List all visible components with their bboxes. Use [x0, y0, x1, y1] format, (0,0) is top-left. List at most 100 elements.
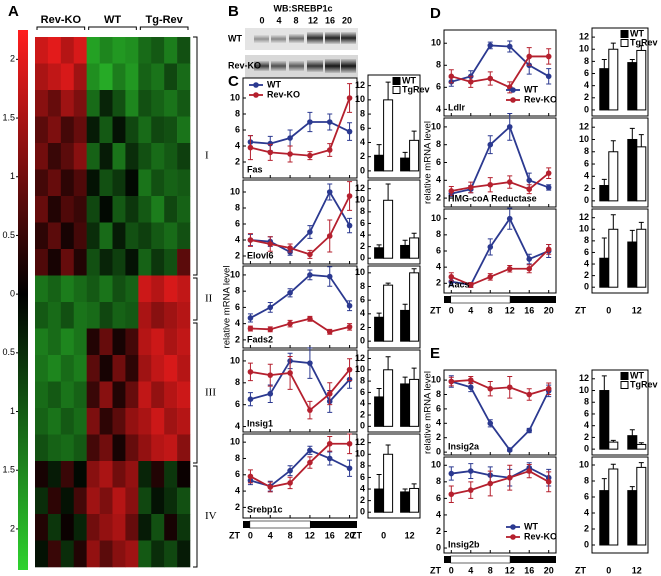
y-tick-label: 10	[230, 269, 240, 279]
marker	[448, 274, 455, 280]
heat-cell	[99, 302, 113, 329]
heat-cell	[60, 90, 75, 117]
gene-label: Fads2	[247, 334, 273, 344]
marker	[545, 246, 552, 253]
bar	[599, 490, 610, 546]
gene-label: HMG-coA Reductase	[448, 193, 537, 203]
heat-cell	[164, 37, 178, 64]
marker	[526, 391, 533, 398]
y-tick-label: 4	[436, 262, 441, 272]
heat-cell	[47, 355, 62, 382]
y-tick-label: 2	[360, 322, 365, 332]
heat-cell	[73, 302, 87, 329]
heat-cell	[60, 196, 75, 223]
heat-cell	[125, 434, 139, 462]
heat-cell	[164, 63, 178, 91]
y-tick-label: 6	[584, 491, 589, 501]
x-tick-label: 16	[524, 565, 534, 575]
y-tick-label: 6	[360, 218, 365, 228]
marker	[526, 53, 533, 60]
error-bar	[610, 140, 616, 152]
heat-cell	[99, 116, 113, 144]
heat-cell	[138, 434, 152, 462]
bar	[374, 247, 385, 259]
heat-cell	[60, 381, 75, 409]
plot-frame	[367, 349, 421, 433]
heat-cell	[125, 63, 139, 91]
bar	[608, 441, 619, 450]
band	[307, 32, 323, 44]
heat-cell	[47, 222, 62, 250]
light-phase	[249, 520, 311, 529]
legend-marker	[510, 524, 516, 530]
series-line	[451, 380, 550, 452]
bar	[636, 443, 647, 450]
heat-cell	[35, 355, 49, 382]
heat-cell	[73, 90, 87, 117]
x-tick-label: 0	[449, 565, 454, 575]
heat-cell	[73, 514, 87, 541]
heat-cell	[73, 461, 87, 488]
y-tick-label: 4	[235, 318, 240, 328]
bar	[636, 466, 647, 546]
y-tick-label: 4	[584, 80, 589, 90]
marker	[287, 467, 293, 474]
marker	[526, 256, 533, 262]
y-tick-label: 2	[584, 92, 589, 102]
bar	[374, 316, 385, 342]
x-tick-label: 4	[468, 565, 473, 575]
y-tick-label: 10	[230, 92, 240, 102]
marker	[467, 384, 474, 391]
y-tick-label: 4	[360, 483, 365, 493]
x-tick-label: 20	[345, 530, 355, 540]
y-tick-label: 10	[355, 364, 365, 374]
heat-cell	[164, 540, 178, 568]
band	[271, 61, 286, 71]
heat-cell	[99, 355, 113, 382]
y-tick-label: 10	[579, 459, 589, 469]
heat-cell	[151, 116, 165, 144]
heat-cell	[138, 408, 152, 435]
error-bar	[402, 303, 408, 311]
heat-cell	[125, 222, 139, 250]
legend-label: WT	[267, 79, 281, 89]
heat-cell	[138, 196, 152, 223]
y-tick-label: 10	[355, 449, 365, 459]
heat-cell	[177, 381, 191, 409]
bar	[383, 99, 394, 172]
error-bar	[376, 312, 382, 318]
heat-cell	[73, 63, 87, 91]
heat-cell	[47, 63, 62, 91]
heat-cell	[138, 514, 152, 541]
column-group-label: WT	[104, 14, 121, 26]
y-tick-label: 8	[235, 108, 240, 118]
legend-marker	[253, 92, 259, 98]
legend-swatch	[620, 372, 629, 380]
series-line	[250, 369, 351, 412]
error-bar	[385, 81, 391, 100]
y-tick-label: 12	[355, 80, 365, 90]
x-tick-label: 0	[248, 530, 253, 540]
marker	[526, 265, 533, 272]
marker	[267, 484, 274, 490]
lane-label: 20	[342, 15, 352, 25]
heat-cell	[177, 196, 191, 223]
heat-cell	[112, 275, 126, 303]
y-tick-label: 10	[431, 374, 441, 384]
plot-frame	[242, 179, 358, 265]
bar	[383, 453, 394, 513]
y-tick-label: 12	[355, 437, 365, 447]
bar	[409, 237, 420, 259]
y-tick-label: 2	[584, 523, 589, 533]
heat-cell	[47, 328, 62, 356]
bar	[374, 154, 385, 172]
y-tick-label: 6	[584, 408, 589, 418]
heat-cell	[138, 63, 152, 91]
marker	[506, 384, 513, 391]
y-tick-label: 0	[584, 539, 589, 549]
heat-cell	[73, 434, 87, 462]
y-tick-label: 4	[235, 234, 240, 244]
bar	[374, 396, 385, 427]
heat-cell	[99, 540, 113, 568]
heat-cell	[99, 249, 113, 276]
